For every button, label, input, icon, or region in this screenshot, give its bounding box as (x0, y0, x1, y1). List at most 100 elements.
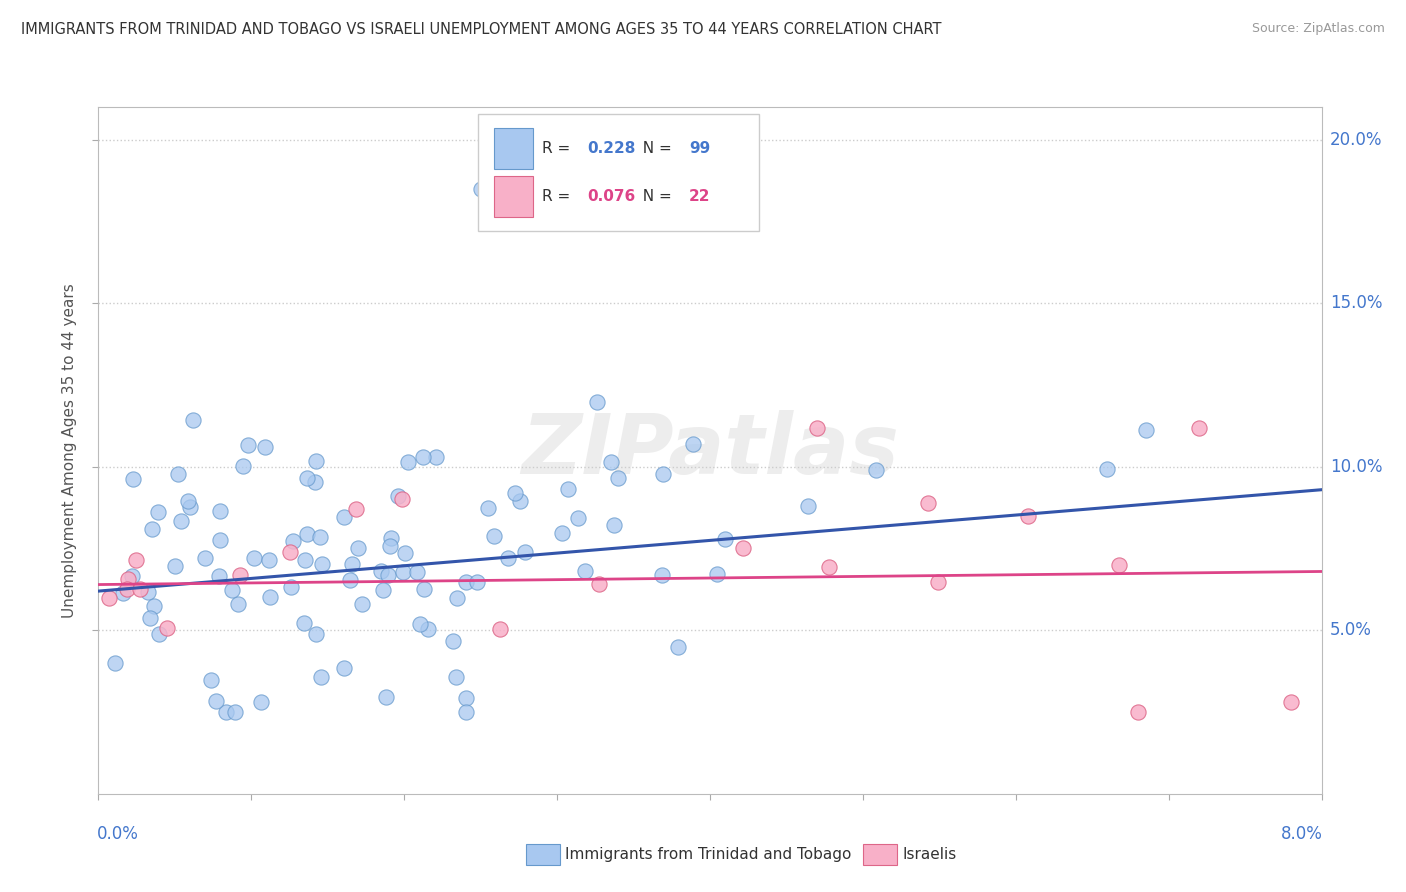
Point (311, 558, 333, 572)
Point (179, 500, 201, 515)
Point (111, 586, 134, 600)
Point (125, 553, 148, 567)
Point (454, 691, 477, 706)
Point (148, 627, 170, 641)
FancyBboxPatch shape (494, 176, 533, 217)
Text: Immigrants from Trinidad and Tobago: Immigrants from Trinidad and Tobago (565, 847, 852, 862)
Point (224, 705, 246, 719)
Point (603, 517, 626, 532)
Point (163, 559, 186, 574)
Point (104, 656, 127, 670)
Point (1017, 508, 1039, 523)
Point (209, 504, 232, 518)
Point (280, 580, 302, 594)
Point (221, 582, 243, 597)
Point (304, 475, 326, 489)
Point (200, 673, 222, 688)
Text: 20.0%: 20.0% (1330, 131, 1382, 149)
Point (129, 582, 152, 596)
Text: 0.228: 0.228 (588, 141, 636, 156)
Point (406, 566, 429, 580)
Point (370, 564, 392, 578)
Point (706, 567, 728, 582)
Point (606, 471, 628, 485)
Point (208, 533, 231, 547)
Point (425, 450, 447, 464)
Point (1279, 695, 1302, 709)
Point (682, 437, 704, 451)
Text: IMMIGRANTS FROM TRINIDAD AND TOBAGO VS ISRAELI UNEMPLOYMENT AMONG AGES 35 TO 44 : IMMIGRANTS FROM TRINIDAD AND TOBAGO VS I… (21, 22, 942, 37)
Text: ZIPatlas: ZIPatlas (522, 410, 898, 491)
Point (446, 669, 468, 683)
Point (482, 529, 505, 543)
Point (408, 617, 430, 632)
Text: R =: R = (543, 189, 575, 204)
Point (308, 530, 330, 544)
Point (339, 573, 361, 587)
Point (454, 575, 477, 590)
Point (1095, 462, 1118, 476)
Point (139, 611, 162, 625)
Point (97, 591, 120, 605)
Text: 22: 22 (689, 189, 711, 204)
Point (574, 564, 596, 578)
Text: 15.0%: 15.0% (1330, 294, 1382, 312)
Point (309, 670, 332, 684)
Point (418, 622, 440, 636)
Point (238, 438, 260, 452)
Point (477, 501, 499, 516)
Point (917, 496, 939, 510)
Text: R =: R = (543, 141, 575, 156)
Point (204, 694, 226, 708)
Point (550, 525, 572, 540)
Point (378, 539, 401, 553)
Point (141, 522, 163, 536)
Point (167, 467, 190, 481)
Point (292, 616, 315, 631)
Point (170, 514, 193, 528)
Point (567, 511, 589, 525)
Point (250, 695, 273, 709)
Point (143, 599, 166, 613)
Point (387, 489, 409, 503)
Text: N =: N = (633, 141, 676, 156)
Point (278, 545, 301, 559)
Point (503, 486, 526, 500)
Point (295, 471, 318, 485)
Point (1128, 705, 1150, 719)
Text: 99: 99 (689, 141, 710, 156)
Point (396, 454, 419, 468)
Point (194, 550, 217, 565)
Point (121, 569, 143, 583)
Point (215, 705, 238, 719)
Point (377, 568, 399, 582)
Point (347, 541, 370, 555)
Text: 5.0%: 5.0% (1330, 622, 1372, 640)
Point (228, 597, 250, 611)
Point (817, 560, 839, 574)
Text: 8.0%: 8.0% (1281, 825, 1323, 843)
Point (1135, 424, 1157, 438)
FancyBboxPatch shape (494, 128, 533, 169)
Point (333, 661, 356, 675)
Point (651, 568, 673, 582)
Point (344, 501, 367, 516)
Point (243, 551, 266, 566)
Point (117, 572, 139, 586)
Text: Source: ZipAtlas.com: Source: ZipAtlas.com (1251, 22, 1385, 36)
Point (297, 526, 319, 541)
Y-axis label: Unemployment Among Ages 35 to 44 years: Unemployment Among Ages 35 to 44 years (62, 283, 77, 618)
Point (148, 505, 170, 519)
Point (380, 531, 402, 545)
Point (441, 633, 464, 648)
Point (733, 541, 755, 555)
Point (586, 395, 609, 409)
Point (806, 420, 828, 434)
Point (865, 463, 887, 477)
Point (254, 440, 277, 454)
Point (391, 492, 413, 507)
Point (513, 545, 536, 559)
Point (181, 412, 204, 426)
Point (927, 575, 949, 590)
Point (446, 591, 468, 605)
